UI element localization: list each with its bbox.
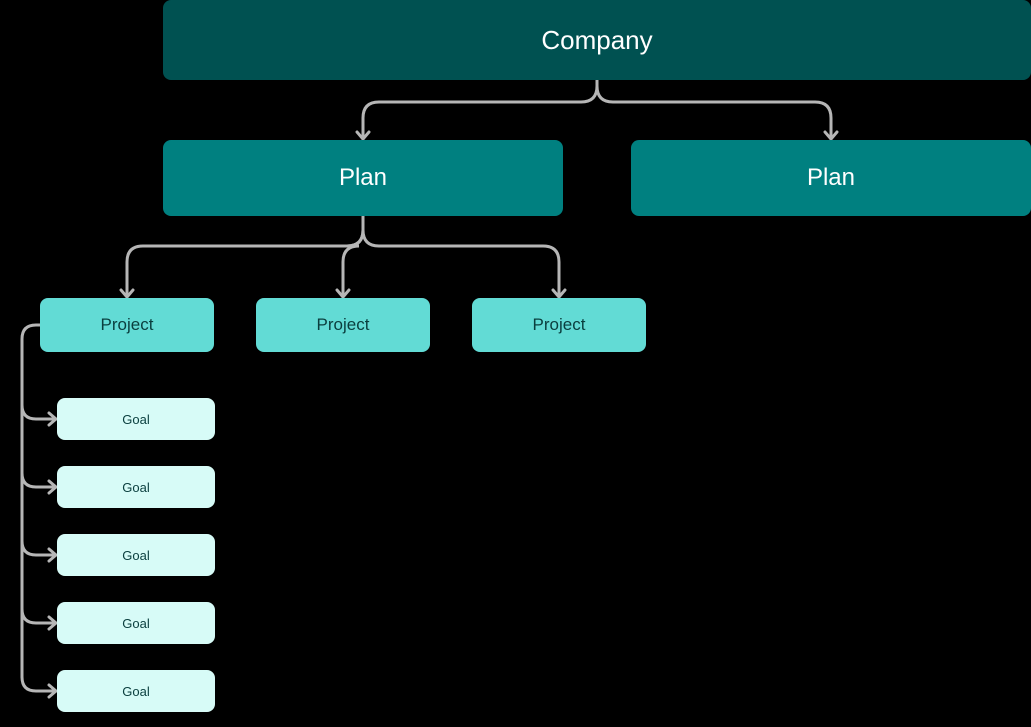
node-goal2: Goal <box>57 466 215 508</box>
node-project3: Project <box>472 298 646 352</box>
node-goal1: Goal <box>57 398 215 440</box>
connector-project1-goal-4 <box>22 677 53 691</box>
node-plan1: Plan <box>163 140 563 216</box>
connector-plan1-project-0 <box>127 216 363 294</box>
node-label-plan1: Plan <box>339 164 387 192</box>
node-label-goal4: Goal <box>122 616 149 631</box>
arrowhead-plan1-project-1 <box>337 290 349 297</box>
arrowhead-company-plan-right <box>825 132 837 139</box>
arrowhead-plan1-project-2 <box>553 290 565 297</box>
connector-plan1-project-1 <box>343 216 363 294</box>
connector-project1-goal-0 <box>22 405 53 419</box>
hierarchy-diagram: Company Plan Plan Project Project Project Goal… <box>0 0 1031 727</box>
node-label-company: Company <box>541 25 652 56</box>
node-project2: Project <box>256 298 430 352</box>
connector-project1-goal-2 <box>22 541 53 555</box>
node-project1: Project <box>40 298 214 352</box>
node-label-project3: Project <box>533 315 586 335</box>
arrowhead-company-plan-left <box>357 132 369 139</box>
connector-project1-goal-1 <box>22 473 53 487</box>
node-plan2: Plan <box>631 140 1031 216</box>
arrowhead-project1-goal-4 <box>49 685 56 697</box>
node-label-goal2: Goal <box>122 480 149 495</box>
arrowhead-project1-goal-2 <box>49 549 56 561</box>
node-company: Company <box>163 0 1031 80</box>
connector-project1-goal-3 <box>22 609 53 623</box>
arrowhead-plan1-project-0 <box>121 290 133 297</box>
node-goal4: Goal <box>57 602 215 644</box>
arrowhead-project1-goal-3 <box>49 617 56 629</box>
connector-company-plan-right <box>597 80 831 136</box>
node-label-goal5: Goal <box>122 684 149 699</box>
connector-company-plan-left <box>363 80 597 136</box>
node-label-plan2: Plan <box>807 164 855 192</box>
connector-plan1-project-2 <box>363 216 559 294</box>
node-goal5: Goal <box>57 670 215 712</box>
node-label-goal1: Goal <box>122 412 149 427</box>
arrowhead-project1-goal-0 <box>49 413 56 425</box>
node-label-project2: Project <box>317 315 370 335</box>
node-label-project1: Project <box>101 315 154 335</box>
node-goal3: Goal <box>57 534 215 576</box>
arrowhead-project1-goal-1 <box>49 481 56 493</box>
connector-project1-spine <box>22 325 40 677</box>
node-label-goal3: Goal <box>122 548 149 563</box>
